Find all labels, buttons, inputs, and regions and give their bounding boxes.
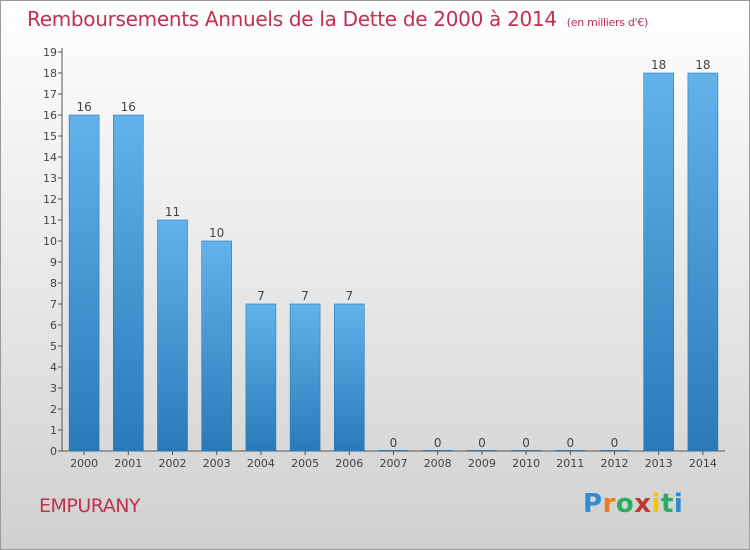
y-tick-label: 3 — [50, 382, 57, 395]
unit-label: (en milliers d'€) — [566, 16, 648, 29]
y-tick-label: 15 — [43, 130, 57, 143]
y-tick-label: 18 — [43, 67, 57, 80]
x-tick-label: 2006 — [335, 457, 363, 470]
x-tick-label: 2010 — [512, 457, 540, 470]
x-tick-label: 2009 — [468, 457, 496, 470]
y-tick-label: 13 — [43, 172, 57, 185]
y-tick-label: 10 — [43, 235, 57, 248]
y-tick-label: 2 — [50, 403, 57, 416]
logo-letter: P — [583, 489, 603, 519]
data-label: 0 — [522, 436, 530, 450]
logo-letter: i — [673, 489, 684, 519]
data-label: 18 — [651, 58, 666, 72]
data-label: 0 — [478, 436, 486, 450]
bar — [68, 114, 100, 452]
data-label: 0 — [566, 436, 574, 450]
y-tick-label: 8 — [50, 277, 57, 290]
commune-name: EMPURANY — [39, 495, 141, 517]
data-label: 0 — [434, 436, 442, 450]
bar — [333, 303, 365, 452]
y-tick-label: 9 — [50, 256, 57, 269]
y-tick-label: 5 — [50, 340, 57, 353]
logo-letter: i — [651, 489, 661, 519]
x-tick-label: 2001 — [114, 457, 142, 470]
bar — [643, 72, 675, 452]
data-label: 7 — [257, 289, 265, 303]
data-label: 11 — [165, 205, 180, 219]
data-label: 7 — [301, 289, 309, 303]
bar — [687, 72, 719, 452]
x-tick-label: 2013 — [645, 457, 673, 470]
y-tick-label: 19 — [43, 46, 57, 59]
title-text: Remboursements Annuels de la Dette de 20… — [27, 7, 557, 31]
x-tick-label: 2012 — [601, 457, 629, 470]
x-tick-label: 2011 — [556, 457, 584, 470]
logo-letter: x — [634, 489, 652, 519]
bar — [289, 303, 321, 452]
data-label: 10 — [209, 226, 224, 240]
value-labels: 16 16 11 10 7 7 7 0 0 0 0 0 0 18 18 — [76, 58, 710, 450]
y-tick-label: 16 — [43, 109, 57, 122]
x-tick-label: 2000 — [70, 457, 98, 470]
bar — [113, 114, 144, 452]
x-tick-label: 2003 — [203, 457, 231, 470]
bars — [68, 72, 719, 452]
x-tick-label: 2002 — [159, 457, 187, 470]
x-tick-label: 2004 — [247, 457, 275, 470]
y-tick-label: 12 — [43, 193, 57, 206]
logo-letter: o — [615, 489, 635, 519]
logo-letter: r — [602, 489, 616, 519]
y-tick-label: 4 — [50, 361, 57, 374]
y-tick-label: 1 — [50, 424, 57, 437]
y-tick-label: 0 — [50, 445, 57, 458]
bar — [157, 219, 188, 452]
x-tick-label: 2008 — [424, 457, 452, 470]
bar — [245, 303, 277, 452]
data-label: 0 — [611, 436, 619, 450]
logo-letter: t — [660, 489, 674, 519]
y-tick-label: 11 — [43, 214, 57, 227]
y-tick-label: 7 — [50, 298, 57, 311]
data-label: 18 — [695, 58, 710, 72]
chart-title: Remboursements Annuels de la Dette de 20… — [27, 7, 648, 31]
data-label: 7 — [345, 289, 353, 303]
x-tick-label: 2007 — [380, 457, 408, 470]
y-tick-label: 14 — [43, 151, 57, 164]
y-tick-label: 6 — [50, 319, 57, 332]
data-label: 16 — [121, 100, 136, 114]
data-label: 0 — [390, 436, 398, 450]
x-tick-label: 2014 — [689, 457, 717, 470]
y-tick-label: 17 — [43, 88, 57, 101]
x-tick-label: 2005 — [291, 457, 319, 470]
data-label: 16 — [76, 100, 91, 114]
proxiti-logo: Proxiti — [583, 489, 683, 519]
bar — [201, 240, 232, 452]
